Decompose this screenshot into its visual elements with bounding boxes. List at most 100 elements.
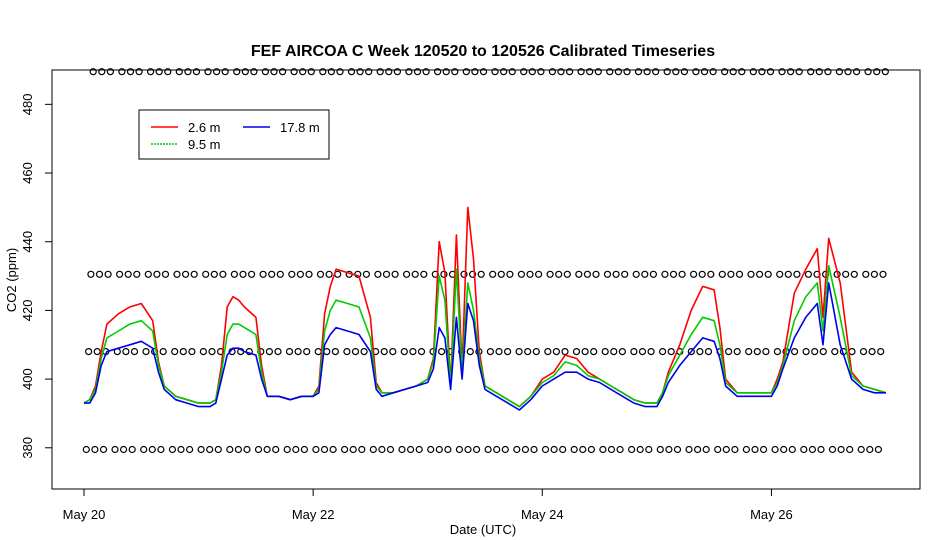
cal-high-point <box>221 68 229 76</box>
cal-upper-point <box>517 270 526 278</box>
cal-mid-point <box>667 348 675 356</box>
series-lines <box>83 206 887 411</box>
cal-low-point <box>186 445 194 454</box>
cal-high-point <box>356 68 364 76</box>
cal-mid-point <box>561 348 569 356</box>
cal-upper-point <box>793 270 801 278</box>
cal-upper-point <box>784 270 792 278</box>
cal-low-point <box>300 445 308 454</box>
cal-high-point <box>508 68 516 76</box>
cal-mid-point <box>819 348 827 356</box>
cal-low-point <box>837 445 845 454</box>
cal-low-point <box>484 445 492 454</box>
y-axis: 380 400 420 440 460 480 <box>20 93 53 459</box>
cal-high-point <box>815 68 823 76</box>
cal-high-point <box>700 68 709 76</box>
cal-upper-point <box>420 270 428 278</box>
cal-low-point <box>119 445 128 454</box>
cal-low-point <box>369 445 377 454</box>
cal-low-point <box>148 445 156 454</box>
cal-low-point <box>197 445 205 454</box>
cal-mid-point <box>733 348 741 356</box>
cal-low-point <box>329 445 337 454</box>
cal-high-point <box>233 68 241 76</box>
cal-low-point <box>702 445 710 454</box>
cal-mid-point <box>303 348 311 356</box>
cal-mid-point <box>142 348 150 356</box>
cal-low-point <box>714 445 722 454</box>
cal-high-point <box>758 68 766 76</box>
cal-low-point <box>378 445 386 454</box>
cal-mid-point <box>417 348 426 356</box>
cal-high-point <box>729 68 737 76</box>
cal-low-point <box>656 445 664 454</box>
cal-upper-point <box>870 270 879 278</box>
cal-low-point <box>513 445 521 454</box>
cal-upper-point <box>669 270 678 278</box>
cal-low-point <box>283 445 291 454</box>
cal-upper-point <box>804 270 813 278</box>
cal-high-point <box>577 68 585 76</box>
cal-high-point <box>864 68 872 76</box>
cal-high-point <box>663 68 671 76</box>
cal-upper-point <box>718 270 726 278</box>
cal-mid-point <box>802 348 810 356</box>
cal-mid-point <box>790 348 799 356</box>
cal-low-point <box>627 445 636 454</box>
cal-mid-point <box>544 348 552 356</box>
cal-mid-point <box>486 348 494 356</box>
cal-low-point <box>82 445 90 454</box>
cal-mid-point <box>552 348 561 356</box>
cal-upper-point <box>850 270 858 278</box>
cal-upper-point <box>842 270 850 278</box>
cal-low-point <box>751 445 759 454</box>
cal-low-point <box>91 445 99 454</box>
cal-low-point <box>358 445 366 454</box>
cal-high-point <box>365 68 373 76</box>
cal-high-point <box>98 68 106 76</box>
cal-mid-point <box>515 348 523 356</box>
cal-low-point <box>407 445 415 454</box>
cal-mid-point <box>159 348 167 356</box>
cal-high-point <box>413 68 422 76</box>
cal-low-point <box>444 445 452 454</box>
cal-upper-point <box>288 270 296 278</box>
cal-high-point <box>634 68 643 76</box>
cal-mid-point <box>572 348 581 356</box>
cal-high-point <box>491 68 499 76</box>
cal-upper-point <box>259 270 267 278</box>
cal-high-point <box>319 68 327 76</box>
cal-mid-point <box>724 348 733 356</box>
cal-upper-point <box>95 270 104 278</box>
cal-low-point <box>349 445 357 454</box>
cal-low-point <box>731 445 739 454</box>
cal-high-point <box>852 68 861 76</box>
cal-low-point <box>111 445 119 454</box>
cal-low-point <box>780 445 788 454</box>
cal-mid-point <box>658 348 667 356</box>
y-tick-label: 380 <box>20 437 35 459</box>
cal-upper-point <box>727 270 735 278</box>
cal-high-point <box>299 68 307 76</box>
cal-high-point <box>175 68 183 76</box>
cal-upper-point <box>707 270 715 278</box>
cal-high-point <box>164 68 172 76</box>
cal-high-point <box>393 68 401 76</box>
cal-upper-point <box>276 270 284 278</box>
cal-high-point <box>376 68 384 76</box>
cal-upper-point <box>592 270 600 278</box>
cal-low-point <box>636 445 644 454</box>
cal-mid-point <box>314 348 322 356</box>
cal-mid-point <box>877 348 885 356</box>
cal-low-point <box>427 445 435 454</box>
cal-mid-point <box>409 348 417 356</box>
cal-high-point <box>327 68 335 76</box>
cal-upper-point <box>153 270 161 278</box>
cal-upper-point <box>546 270 554 278</box>
cal-high-point <box>336 68 344 76</box>
cal-upper-point <box>115 270 124 278</box>
cal-high-point <box>652 68 660 76</box>
cal-high-point <box>290 68 298 76</box>
cal-low-point <box>530 445 538 454</box>
cal-high-point <box>835 68 844 76</box>
